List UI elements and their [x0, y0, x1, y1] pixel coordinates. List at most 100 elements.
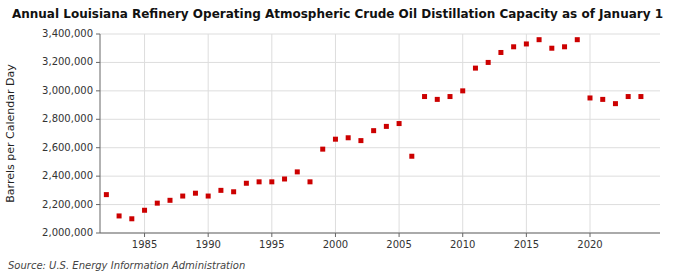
y-tick — [96, 204, 100, 205]
x-tick-label: 2005 — [386, 239, 411, 250]
y-grid-line — [100, 233, 660, 234]
point — [409, 154, 414, 159]
point — [180, 194, 185, 199]
point — [104, 192, 109, 197]
point — [524, 41, 529, 46]
point — [358, 138, 363, 143]
point — [371, 128, 376, 133]
point — [638, 94, 643, 99]
x-grid-line — [590, 34, 591, 233]
y-grid-line — [100, 90, 660, 91]
point — [155, 201, 160, 206]
point — [333, 137, 338, 142]
y-tick — [96, 90, 100, 91]
y-tick-label: 2,200,000 — [42, 199, 93, 210]
x-tick-label: 2000 — [323, 239, 348, 250]
y-grid-line — [100, 204, 660, 205]
point — [117, 213, 122, 218]
points — [104, 37, 644, 221]
y-tick-label: 3,200,000 — [42, 56, 93, 67]
chart: 2,000,000 2,200,000 2,400,000 2,600,000 2,80… — [0, 0, 675, 275]
point — [473, 66, 478, 71]
y-tick-label: 3,400,000 — [42, 28, 93, 39]
point — [575, 37, 580, 42]
point — [435, 97, 440, 102]
x-tick-label: 1985 — [132, 239, 157, 250]
point — [346, 135, 351, 140]
y-grid-line — [100, 34, 660, 35]
y-grid-line — [100, 62, 660, 63]
point — [142, 208, 147, 213]
x-tick — [590, 233, 591, 237]
y-tick — [96, 147, 100, 148]
x-tick — [208, 233, 209, 237]
x-axis-line — [100, 233, 660, 234]
point — [486, 60, 491, 65]
x-tick — [399, 233, 400, 237]
point — [269, 179, 274, 184]
y-tick-label: 2,600,000 — [42, 142, 93, 153]
point — [588, 95, 593, 100]
x-grid-line — [462, 34, 463, 233]
point — [218, 188, 223, 193]
y-tick — [96, 62, 100, 63]
y-grid-line — [100, 119, 660, 120]
y-tick — [96, 119, 100, 120]
point — [295, 169, 300, 174]
title: Annual Louisiana Refinery Operating Atmo… — [12, 7, 663, 21]
x-tick — [462, 233, 463, 237]
x-grid-line — [335, 34, 336, 233]
point — [257, 179, 262, 184]
x-tick — [335, 233, 336, 237]
point — [206, 194, 211, 199]
y-tick — [96, 34, 100, 35]
y-tick — [96, 233, 100, 234]
point — [498, 50, 503, 55]
point — [422, 94, 427, 99]
x-tick-label: 1995 — [259, 239, 284, 250]
x-tick — [144, 233, 145, 237]
point — [282, 176, 287, 181]
point — [511, 44, 516, 49]
point — [397, 121, 402, 126]
x-grid-line — [399, 34, 400, 233]
x-tick — [526, 233, 527, 237]
y-tick-label: 2,800,000 — [42, 113, 93, 124]
point — [231, 189, 236, 194]
y-axis-label: Barrels per Calendar Day — [4, 64, 17, 203]
y-tick — [96, 176, 100, 177]
y-tick-label: 2,400,000 — [42, 170, 93, 181]
y-axis-line — [100, 34, 101, 233]
x-tick — [271, 233, 272, 237]
x-tick-label: 2020 — [577, 239, 602, 250]
point — [308, 179, 313, 184]
point — [537, 37, 542, 42]
point — [448, 94, 453, 99]
point — [320, 147, 325, 152]
point — [129, 216, 134, 221]
point — [600, 97, 605, 102]
y-grid-line — [100, 176, 660, 177]
point — [460, 88, 465, 93]
point — [193, 191, 198, 196]
point — [562, 44, 567, 49]
x-grid-line — [144, 34, 145, 233]
y-tick-label: 2,000,000 — [42, 227, 93, 238]
annotation: Source: U.S. Energy Information Administ… — [8, 260, 245, 271]
point — [626, 94, 631, 99]
y-tick-label: 3,000,000 — [42, 85, 93, 96]
x-tick-label: 1990 — [195, 239, 220, 250]
point — [613, 101, 618, 106]
point — [384, 124, 389, 129]
x-tick-label: 2015 — [514, 239, 539, 250]
x-grid-line — [526, 34, 527, 233]
x-grid-line — [271, 34, 272, 233]
point — [549, 46, 554, 51]
x-tick-label: 2010 — [450, 239, 475, 250]
y-grid-line — [100, 147, 660, 148]
point — [244, 181, 249, 186]
axes: 2,000,000 2,200,000 2,400,000 2,600,000 2,80… — [42, 28, 660, 250]
point — [168, 198, 173, 203]
grid — [100, 34, 660, 233]
x-grid-line — [208, 34, 209, 233]
